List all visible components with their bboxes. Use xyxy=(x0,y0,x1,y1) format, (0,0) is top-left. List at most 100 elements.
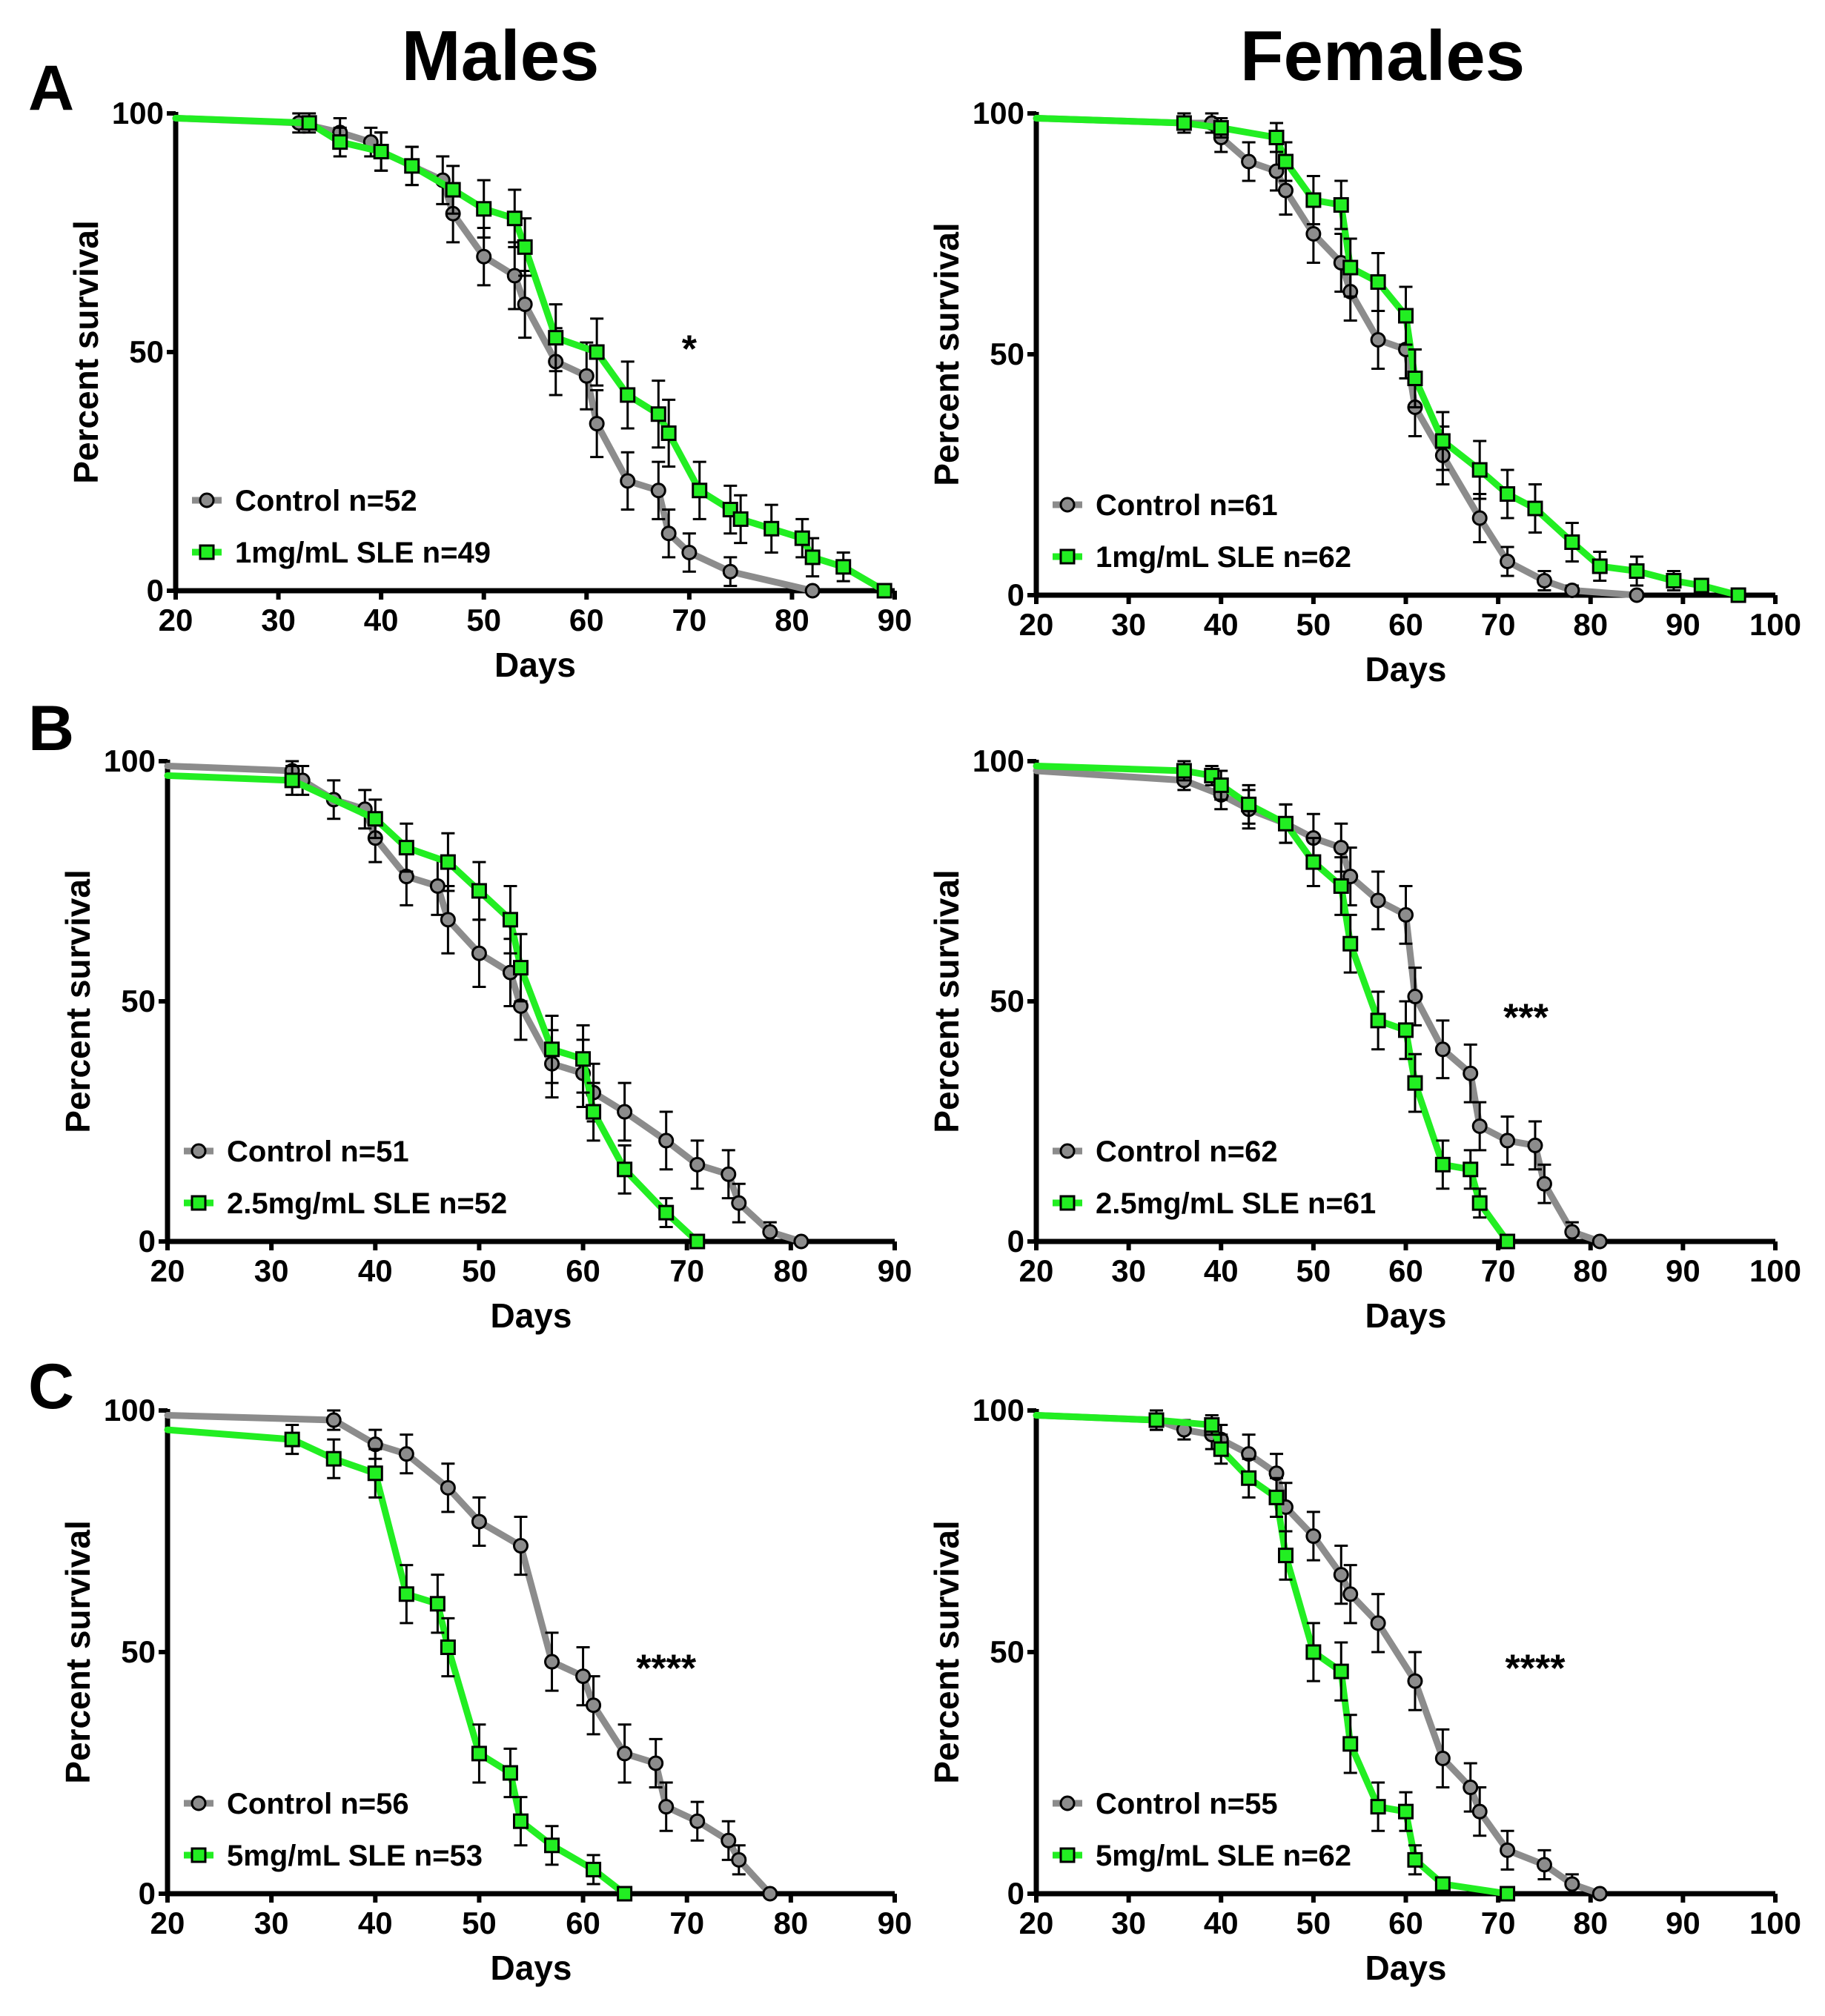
data-point-treatment xyxy=(1268,1489,1285,1505)
chart-A-females: 0 50 100 20 30 40 50 60 70 80 90 100 Days Percent sur… xyxy=(927,96,1801,689)
x-tick-label: 80 xyxy=(773,1253,808,1288)
x-tick-label: 30 xyxy=(254,1906,289,1940)
data-point-treatment xyxy=(1268,130,1285,145)
x-tick-label: 20 xyxy=(1019,607,1054,642)
data-point-control xyxy=(1629,587,1645,603)
x-axis-label: Days xyxy=(491,1949,572,1987)
data-point-control xyxy=(1305,1528,1322,1545)
y-tick-label: 0 xyxy=(1007,1876,1024,1911)
data-point-control xyxy=(731,1195,747,1211)
x-tick-label: 50 xyxy=(1296,1906,1331,1940)
data-point-treatment xyxy=(1592,558,1608,574)
x-tick-label: 70 xyxy=(672,603,706,637)
data-point-treatment xyxy=(764,520,780,537)
data-point-treatment xyxy=(1342,1736,1359,1752)
x-tick-label: 40 xyxy=(358,1906,393,1940)
data-point-control xyxy=(1305,226,1322,242)
legend-label: 1mg/mL SLE n=62 xyxy=(1096,541,1351,574)
legend-label: Control n=55 xyxy=(1096,1788,1278,1820)
data-point-control xyxy=(1333,1567,1349,1583)
data-point-control xyxy=(575,1668,592,1685)
data-point-treatment xyxy=(1629,563,1645,579)
data-point-treatment xyxy=(502,912,518,928)
y-tick-label: 0 xyxy=(147,573,164,608)
series-treatment xyxy=(164,764,706,1250)
data-point-control xyxy=(731,1851,747,1868)
x-tick-label: 70 xyxy=(1481,1253,1516,1288)
x-tick-label: 20 xyxy=(159,603,193,637)
data-point-treatment xyxy=(617,1886,633,1902)
x-tick-label: 60 xyxy=(566,1253,600,1288)
x-tick-label: 60 xyxy=(566,1906,600,1940)
data-point-treatment xyxy=(1241,796,1257,812)
data-point-control xyxy=(429,878,446,894)
data-point-treatment xyxy=(586,1104,602,1120)
legend-marker-treatment xyxy=(191,1847,207,1863)
x-tick-label: 40 xyxy=(364,603,399,637)
x-tick-label: 70 xyxy=(1481,1906,1516,1940)
legend-marker-treatment xyxy=(1059,548,1076,565)
y-axis-label: Percent survival xyxy=(67,220,105,483)
data-point-treatment xyxy=(732,511,749,527)
data-point-treatment xyxy=(1370,1012,1386,1029)
data-point-treatment xyxy=(689,1233,706,1250)
data-point-control xyxy=(650,483,666,499)
y-tick-label: 100 xyxy=(973,743,1024,778)
y-tick-label: 100 xyxy=(973,96,1024,130)
x-axis-label: Days xyxy=(491,1296,572,1335)
data-point-treatment xyxy=(506,210,523,227)
data-point-treatment xyxy=(471,883,487,899)
x-tick-label: 40 xyxy=(1204,1253,1239,1288)
y-axis-label: Percent survival xyxy=(59,869,97,1133)
x-tick-label: 100 xyxy=(1749,607,1801,642)
x-tick-label: 30 xyxy=(1111,607,1146,642)
data-point-treatment xyxy=(1471,462,1488,478)
legend-label: Control n=61 xyxy=(1096,489,1278,522)
panel-letter-c: C xyxy=(28,1351,74,1422)
data-point-control xyxy=(1333,840,1349,856)
data-point-treatment xyxy=(1527,500,1543,517)
data-point-treatment xyxy=(1305,1644,1322,1660)
data-point-treatment xyxy=(1342,259,1359,276)
data-point-treatment xyxy=(1693,577,1709,594)
data-point-treatment xyxy=(512,960,529,976)
data-point-treatment xyxy=(1277,815,1294,832)
data-point-control xyxy=(721,1166,737,1182)
x-tick-label: 80 xyxy=(1573,607,1608,642)
column-title-females: Females xyxy=(1240,16,1525,96)
data-point-treatment xyxy=(660,425,677,441)
data-point-control xyxy=(1564,1876,1580,1892)
data-point-treatment xyxy=(1333,1663,1349,1680)
y-axis-label: Percent survival xyxy=(927,869,966,1133)
data-point-control xyxy=(471,945,487,961)
data-point-treatment xyxy=(1213,1441,1229,1457)
legend-label: Control n=52 xyxy=(235,485,417,517)
data-point-treatment xyxy=(367,811,383,827)
chart-A-males: 0 50 100 20 30 40 50 60 70 80 90 Days Percent surviv… xyxy=(67,96,912,684)
column-title-males: Males xyxy=(402,16,600,96)
data-point-control xyxy=(660,525,677,542)
data-point-control xyxy=(544,1654,560,1670)
data-point-treatment xyxy=(398,840,414,856)
chart-C-males: 0 50 100 20 30 40 50 60 70 80 90 Days Percent surviv… xyxy=(59,1393,912,1987)
data-point-treatment xyxy=(1434,1156,1451,1173)
data-point-treatment xyxy=(1407,1075,1423,1091)
y-tick-label: 50 xyxy=(121,1634,156,1669)
data-point-control xyxy=(1500,1133,1516,1149)
data-point-control xyxy=(617,1745,633,1762)
y-tick-label: 100 xyxy=(112,96,164,130)
x-axis-label: Days xyxy=(1365,650,1447,689)
y-axis-label: Percent survival xyxy=(927,1520,966,1783)
data-point-control xyxy=(517,296,533,313)
data-point-treatment xyxy=(586,1861,602,1877)
data-point-treatment xyxy=(575,1051,592,1067)
series-treatment xyxy=(1033,112,1746,603)
legend-label: 2.5mg/mL SLE n=61 xyxy=(1096,1187,1376,1220)
data-point-treatment xyxy=(1213,777,1229,793)
chart-C-females: 0 50 100 20 30 40 50 60 70 80 90 100 Days Percent sur… xyxy=(927,1393,1801,1987)
data-point-control xyxy=(1370,332,1386,348)
legend-label: Control n=56 xyxy=(227,1788,409,1820)
x-tick-label: 90 xyxy=(1666,607,1700,642)
x-tick-label: 90 xyxy=(1666,1906,1700,1940)
